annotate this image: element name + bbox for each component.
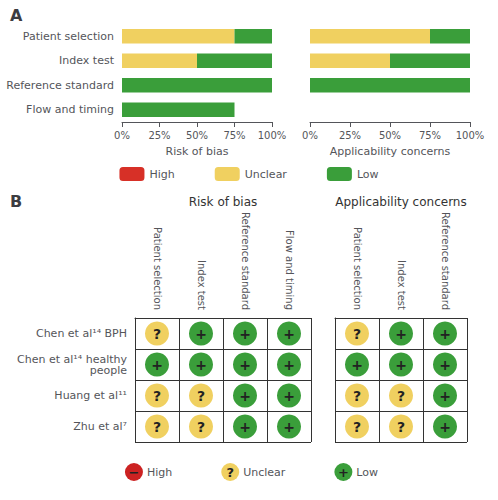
svg-text:+: + [283,357,295,373]
svg-text:+: + [439,326,451,342]
svg-text:?: ? [397,388,405,404]
svg-text:?: ? [226,465,234,480]
svg-text:+: + [351,357,363,373]
svg-text:Low: Low [356,466,378,479]
svg-text:100%: 100% [456,130,485,141]
svg-text:Risk of bias: Risk of bias [166,145,229,158]
svg-text:+: + [283,419,295,435]
svg-text:?: ? [353,326,361,342]
svg-text:A: A [10,6,23,25]
svg-text:?: ? [197,388,205,404]
svg-text:Chen et al¹⁴ healthy: Chen et al¹⁴ healthy [17,352,127,366]
svg-text:100%: 100% [258,130,287,141]
svg-text:50%: 50% [186,130,208,141]
svg-text:people: people [90,364,128,377]
svg-text:Unclear: Unclear [243,466,286,479]
svg-text:−: − [128,465,139,480]
svg-text:+: + [239,357,251,373]
svg-text:+: + [283,388,295,404]
svg-text:75%: 75% [223,130,245,141]
svg-text:+: + [439,419,451,435]
svg-text:Applicability concerns: Applicability concerns [330,145,451,158]
svg-text:+: + [338,465,349,480]
svg-text:Index test: Index test [396,260,407,310]
svg-text:+: + [439,388,451,404]
svg-text:?: ? [197,419,205,435]
svg-text:Unclear: Unclear [245,168,288,181]
svg-text:50%: 50% [379,130,401,141]
svg-text:?: ? [153,419,161,435]
svg-text:B: B [10,192,22,211]
svg-text:?: ? [353,419,361,435]
svg-text:Chen et al¹⁴ BPH: Chen et al¹⁴ BPH [36,327,127,340]
svg-text:+: + [239,419,251,435]
svg-text:Applicability concerns: Applicability concerns [335,195,466,209]
svg-text:Flow and timing: Flow and timing [284,230,295,310]
svg-text:25%: 25% [339,130,361,141]
svg-text:Patient selection: Patient selection [352,227,363,310]
svg-text:Low: Low [357,168,379,181]
svg-text:25%: 25% [148,130,170,141]
svg-text:Reference standard: Reference standard [240,212,251,310]
svg-text:75%: 75% [419,130,441,141]
svg-text:+: + [239,326,251,342]
svg-text:?: ? [153,388,161,404]
svg-text:High: High [149,168,174,181]
svg-text:+: + [439,357,451,373]
svg-text:High: High [147,466,172,479]
svg-text:Huang et al¹¹: Huang et al¹¹ [54,389,127,402]
svg-text:Patient selection: Patient selection [152,227,163,310]
svg-text:+: + [151,357,163,373]
svg-text:?: ? [353,388,361,404]
svg-text:+: + [195,357,207,373]
svg-text:Index test: Index test [59,54,115,67]
svg-text:Patient selection: Patient selection [23,30,114,43]
svg-text:+: + [283,326,295,342]
svg-text:Flow and timing: Flow and timing [26,103,114,116]
svg-text:+: + [395,357,407,373]
svg-text:Reference standard: Reference standard [440,212,451,310]
svg-text:Risk of bias: Risk of bias [189,195,258,209]
svg-text:Index test: Index test [196,260,207,310]
svg-text:+: + [239,388,251,404]
svg-text:?: ? [397,419,405,435]
svg-text:+: + [395,326,407,342]
svg-text:0%: 0% [302,130,318,141]
svg-text:Zhu et al⁷: Zhu et al⁷ [73,420,127,433]
svg-text:Reference standard: Reference standard [6,79,114,92]
svg-text:?: ? [153,326,161,342]
svg-text:+: + [195,326,207,342]
svg-text:0%: 0% [114,130,130,141]
